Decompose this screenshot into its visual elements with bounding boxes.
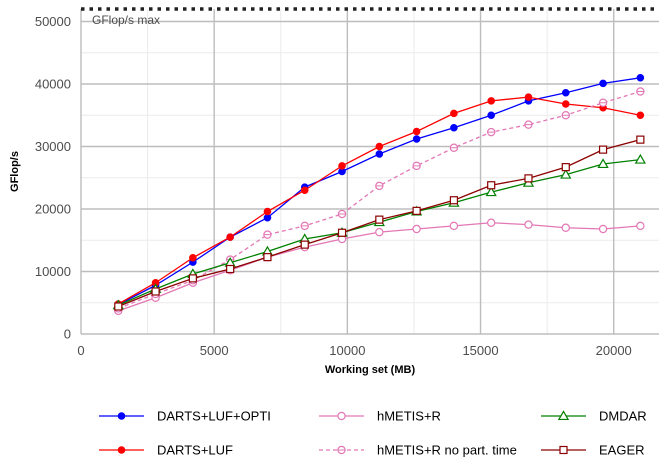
data-point (413, 225, 420, 232)
data-point (637, 112, 644, 119)
data-point (525, 121, 532, 128)
y-tick-labels: 0 10000 20000 30000 40000 50000 (35, 14, 71, 342)
y-tick-label: 40000 (35, 77, 71, 92)
data-point (488, 129, 495, 136)
data-point (599, 225, 606, 232)
legend-label: hMETIS+R no part. time (377, 443, 517, 458)
data-point (152, 288, 159, 295)
series-line (118, 78, 640, 305)
data-point (115, 303, 122, 310)
y-axis-title: GFlop/s (9, 151, 21, 192)
legend-item-0: DARTS+LUF+OPTI (99, 409, 271, 424)
data-point (376, 229, 383, 236)
data-point (562, 89, 569, 96)
y-tick-label: 30000 (35, 139, 71, 154)
x-tick-label: 0 (77, 343, 84, 358)
data-point (376, 151, 383, 158)
data-point (301, 241, 308, 248)
data-point (118, 447, 125, 454)
x-axis-title: Working set (MB) (325, 364, 416, 376)
x-tick-labels: 0 5000 10000 15000 20000 (77, 343, 631, 358)
data-point (562, 101, 569, 108)
data-point (264, 208, 271, 215)
legend-label: EAGER (599, 443, 645, 458)
series-layer (114, 74, 645, 314)
series-2 (115, 219, 644, 314)
data-point (301, 222, 308, 229)
data-point (264, 254, 271, 261)
data-point (413, 162, 420, 169)
data-point (450, 222, 457, 229)
legend-item-1: DARTS+LUF (99, 443, 233, 458)
data-point (413, 128, 420, 135)
legend-item-5: EAGER (541, 443, 645, 458)
data-point (600, 80, 607, 87)
legend-item-4: DMDAR (541, 409, 647, 424)
x-tick-label: 10000 (329, 343, 365, 358)
data-point (413, 207, 420, 214)
data-point (376, 216, 383, 223)
data-point (560, 447, 567, 454)
data-point (376, 143, 383, 150)
legend-item-3: hMETIS+R no part. time (319, 443, 517, 458)
data-point (227, 234, 234, 241)
legend-item-2: hMETIS+R (319, 409, 441, 424)
data-point (190, 254, 197, 261)
gflops-max-label: GFlop/s max (92, 13, 160, 27)
data-point (264, 231, 271, 238)
data-point (488, 98, 495, 105)
data-point (525, 175, 532, 182)
legend-label: DARTS+LUF+OPTI (157, 409, 271, 424)
legend-label: hMETIS+R (377, 409, 441, 424)
data-point (264, 214, 271, 221)
data-point (562, 224, 569, 231)
x-tick-label: 5000 (200, 343, 229, 358)
data-point (637, 222, 644, 229)
data-point (562, 112, 569, 119)
data-point (637, 74, 644, 81)
data-point (118, 413, 125, 420)
data-point (451, 124, 458, 131)
data-point (338, 446, 345, 453)
data-point (488, 182, 495, 189)
data-point (339, 163, 346, 170)
data-point (637, 136, 644, 143)
data-point (189, 275, 196, 282)
data-point (338, 210, 345, 217)
x-tick-label: 20000 (596, 343, 632, 358)
legend-label: DARTS+LUF (157, 443, 233, 458)
data-point (562, 164, 569, 171)
data-point (450, 144, 457, 151)
data-point (599, 99, 606, 106)
y-tick-label: 10000 (35, 264, 71, 279)
data-point (227, 266, 234, 273)
grid-lines (81, 9, 659, 334)
data-point (338, 412, 345, 419)
data-point (600, 146, 607, 153)
data-point (488, 219, 495, 226)
legend-label: DMDAR (599, 409, 647, 424)
data-point (525, 94, 532, 101)
data-point (376, 182, 383, 189)
data-point (339, 229, 346, 236)
data-point (488, 112, 495, 119)
legend: DARTS+LUF+OPTI DARTS+LUF hMETIS+R hMETIS+R … (99, 409, 647, 458)
data-point (636, 155, 645, 163)
y-tick-label: 20000 (35, 202, 71, 217)
data-point (301, 187, 308, 194)
data-point (637, 88, 644, 95)
data-point (450, 197, 457, 204)
y-tick-label: 0 (64, 327, 71, 342)
x-tick-label: 15000 (462, 343, 498, 358)
data-point (451, 110, 458, 117)
data-point (413, 136, 420, 143)
data-point (525, 221, 532, 228)
y-tick-label: 50000 (35, 14, 71, 29)
